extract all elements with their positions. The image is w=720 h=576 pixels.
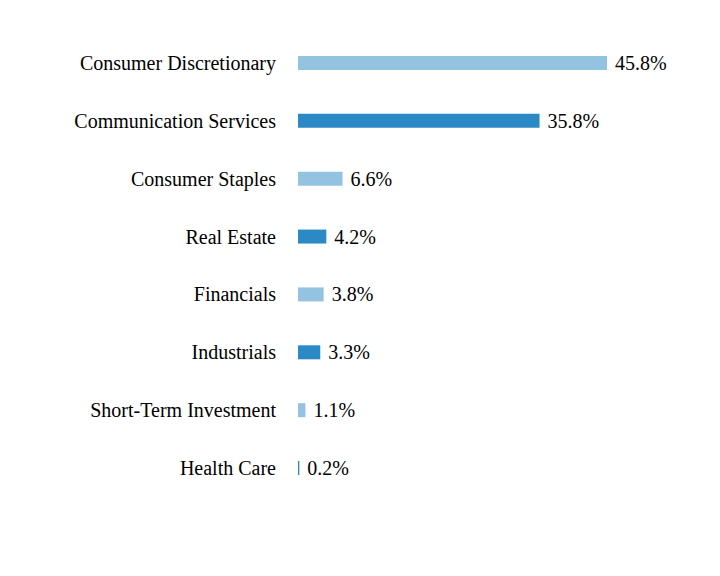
svg-text:35.8%: 35.8% (548, 110, 600, 132)
svg-text:45.8%: 45.8% (615, 52, 667, 74)
svg-text:Financials: Financials (194, 283, 276, 305)
svg-text:3.3%: 3.3% (328, 341, 370, 363)
svg-text:3.8%: 3.8% (332, 283, 374, 305)
svg-text:6.6%: 6.6% (351, 168, 393, 190)
svg-text:Health Care: Health Care (180, 457, 276, 479)
svg-text:Short-Term Investment: Short-Term Investment (90, 399, 276, 421)
svg-text:Consumer Staples: Consumer Staples (131, 168, 276, 191)
svg-text:0.2%: 0.2% (307, 457, 349, 479)
svg-text:Real Estate: Real Estate (185, 226, 276, 248)
svg-text:Communication Services: Communication Services (74, 110, 276, 132)
svg-text:Industrials: Industrials (192, 341, 277, 363)
svg-text:1.1%: 1.1% (313, 399, 355, 421)
svg-text:Consumer Discretionary: Consumer Discretionary (80, 52, 276, 75)
svg-text:4.2%: 4.2% (334, 226, 376, 248)
